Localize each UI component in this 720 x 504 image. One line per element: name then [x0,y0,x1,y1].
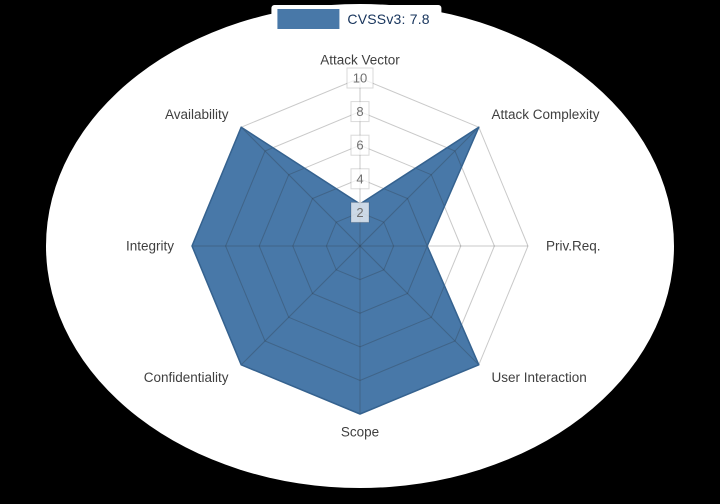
radial-tick-labels: 2 4 6 8 10 [346,67,374,223]
tick-label: 4 [356,171,363,186]
axis-label-attack-vector: Attack Vector [320,53,400,68]
radar-area-cvssv3 [192,127,479,414]
grid-ring [292,178,428,314]
axis-label-availability: Availability [165,107,229,122]
radar-grid [191,77,529,415]
tick-label: 8 [356,104,363,119]
tick-backdrop [350,101,370,123]
axis-label-attack-complexity: Attack Complexity [492,107,600,122]
axis-label-integrity: Integrity [126,239,174,254]
tick-backdrop [346,67,374,89]
axis-label-user-interaction: User Interaction [492,370,587,385]
legend-label: CVSSv3: 7.8 [347,11,430,27]
grid-spoke [240,245,361,366]
grid-ring [258,144,462,348]
axis-label-scope: Scope [341,425,379,440]
axis-label-priv-req: Priv.Req. [546,239,601,254]
axis-label-confidentiality: Confidentiality [144,370,229,385]
grid-spoke [359,245,480,366]
tick-label: 2 [356,205,363,220]
tick-label: 6 [356,138,363,153]
grid-spoke [240,126,361,247]
tick-label: 10 [353,71,367,86]
grid-ring [325,211,395,281]
tick-backdrop [350,134,370,156]
radar-outline [191,126,480,415]
tick-backdrop [350,201,370,223]
grid-ring [225,111,495,381]
grid-spoke [359,126,480,247]
legend-swatch [277,9,340,29]
tick-backdrop [350,168,370,190]
chart-legend[interactable]: CVSSv3: 7.8 [271,5,442,33]
